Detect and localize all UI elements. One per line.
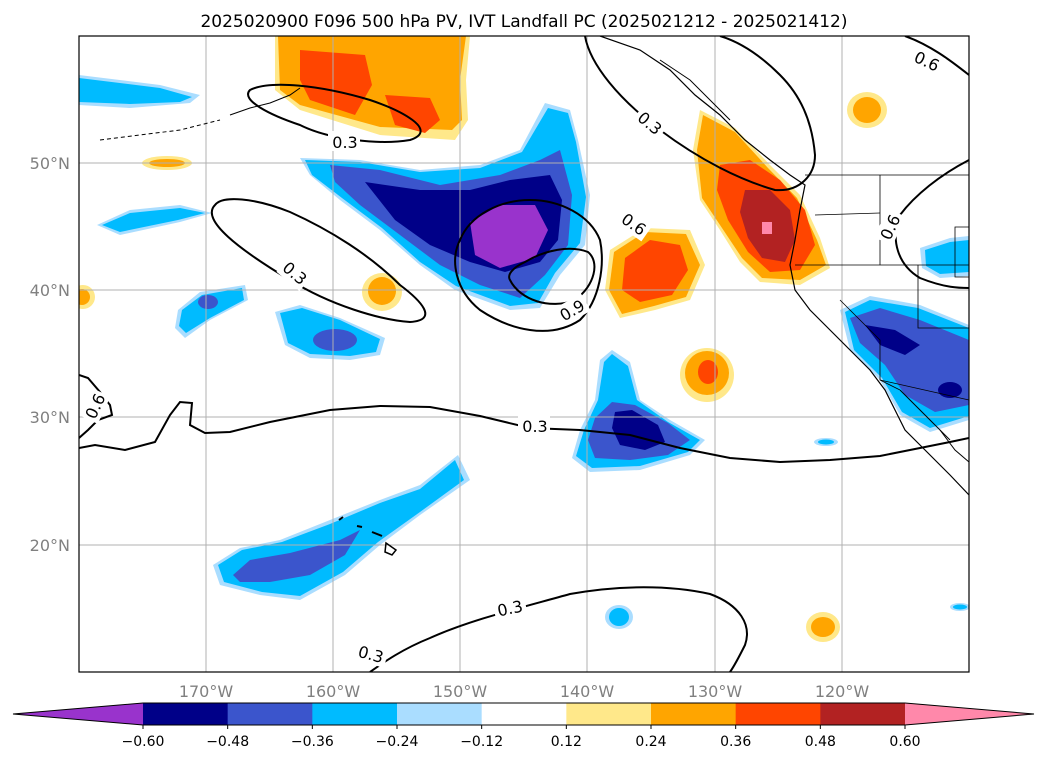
- lat-label: 40°N: [30, 281, 70, 300]
- colorbar-segment: [143, 703, 229, 725]
- colorbar-segment: [820, 703, 906, 725]
- negative-region-hawaii: [213, 455, 470, 600]
- map-frame: [78, 35, 970, 673]
- colorbar-segment: [735, 703, 821, 725]
- colorbar-tick-label: 0.12: [551, 734, 582, 750]
- pv-filled-contours: [79, 36, 969, 642]
- negative-region-subtropical: [572, 350, 705, 472]
- colorbar-tick-label: 0.48: [805, 734, 836, 750]
- colorbar-tick-label: −0.36: [291, 734, 334, 750]
- contour-label: 0.3: [496, 597, 525, 621]
- coastlines: [99, 36, 969, 556]
- colorbar: −0.60 −0.48 −0.36 −0.24 −0.12 0.12 0.24 0.36 0.4…: [12, 702, 1035, 750]
- lon-label: 130°W: [688, 682, 743, 701]
- colorbar-segment: [227, 703, 313, 725]
- positive-region-pnw-coast: [693, 110, 830, 285]
- lat-label: 50°N: [30, 154, 70, 173]
- figure-title: 2025020900 F096 500 hPa PV, IVT Landfall…: [200, 12, 847, 32]
- positive-blob-west: [362, 273, 402, 311]
- colorbar-tick-label: −0.48: [206, 734, 249, 750]
- latitude-labels: 50°N 40°N 30°N 20°N: [30, 154, 70, 555]
- positive-blob-subtropical: [680, 348, 734, 402]
- lon-label: 150°W: [433, 682, 488, 701]
- negative-region-central-pacific: [300, 103, 590, 310]
- colorbar-tick-label: 0.36: [720, 734, 751, 750]
- colorbar-tick-label: 0.60: [889, 734, 920, 750]
- lat-label: 30°N: [30, 408, 70, 427]
- positive-region-gulf-alaska: [275, 36, 470, 140]
- colorbar-segment: [566, 703, 652, 725]
- negative-region-sw-us: [840, 236, 969, 432]
- colorbar-segment: [312, 703, 398, 725]
- lon-label: 170°W: [179, 682, 234, 701]
- colorbar-segment: [397, 703, 483, 725]
- colorbar-segment: [481, 703, 567, 725]
- colorbar-tick-label: −0.24: [376, 734, 419, 750]
- map-background: [79, 36, 969, 672]
- line-contours: [79, 36, 969, 672]
- negative-blobs-small: [605, 438, 969, 629]
- negative-region-west: [79, 75, 385, 360]
- longitude-labels: 170°W 160°W 150°W 140°W 130°W 120°W: [179, 682, 870, 701]
- lat-label: 20°N: [30, 536, 70, 555]
- lon-label: 160°W: [306, 682, 361, 701]
- lon-label: 140°W: [560, 682, 615, 701]
- contour-label: 0.3: [522, 417, 547, 436]
- lon-label: 120°W: [815, 682, 870, 701]
- map-content: 0.3 0.3 0.6 0.9 0.3 0.3 0.6 0.3 0.6 0.6: [79, 36, 969, 672]
- colorbar-tick-label: −0.12: [460, 734, 503, 750]
- positive-region-east-central: [605, 228, 705, 318]
- colorbar-extend-max: [905, 703, 1034, 725]
- colorbar-segment: [651, 703, 737, 725]
- colorbar-extend-min: [13, 703, 143, 725]
- map-panel: 0.3 0.3 0.6 0.9 0.3 0.3 0.6 0.3 0.6 0.6: [78, 35, 970, 673]
- colorbar-tick-label: −0.60: [122, 734, 165, 750]
- colorbar-tick-label: 0.24: [635, 734, 666, 750]
- contour-label: 0.3: [332, 133, 357, 152]
